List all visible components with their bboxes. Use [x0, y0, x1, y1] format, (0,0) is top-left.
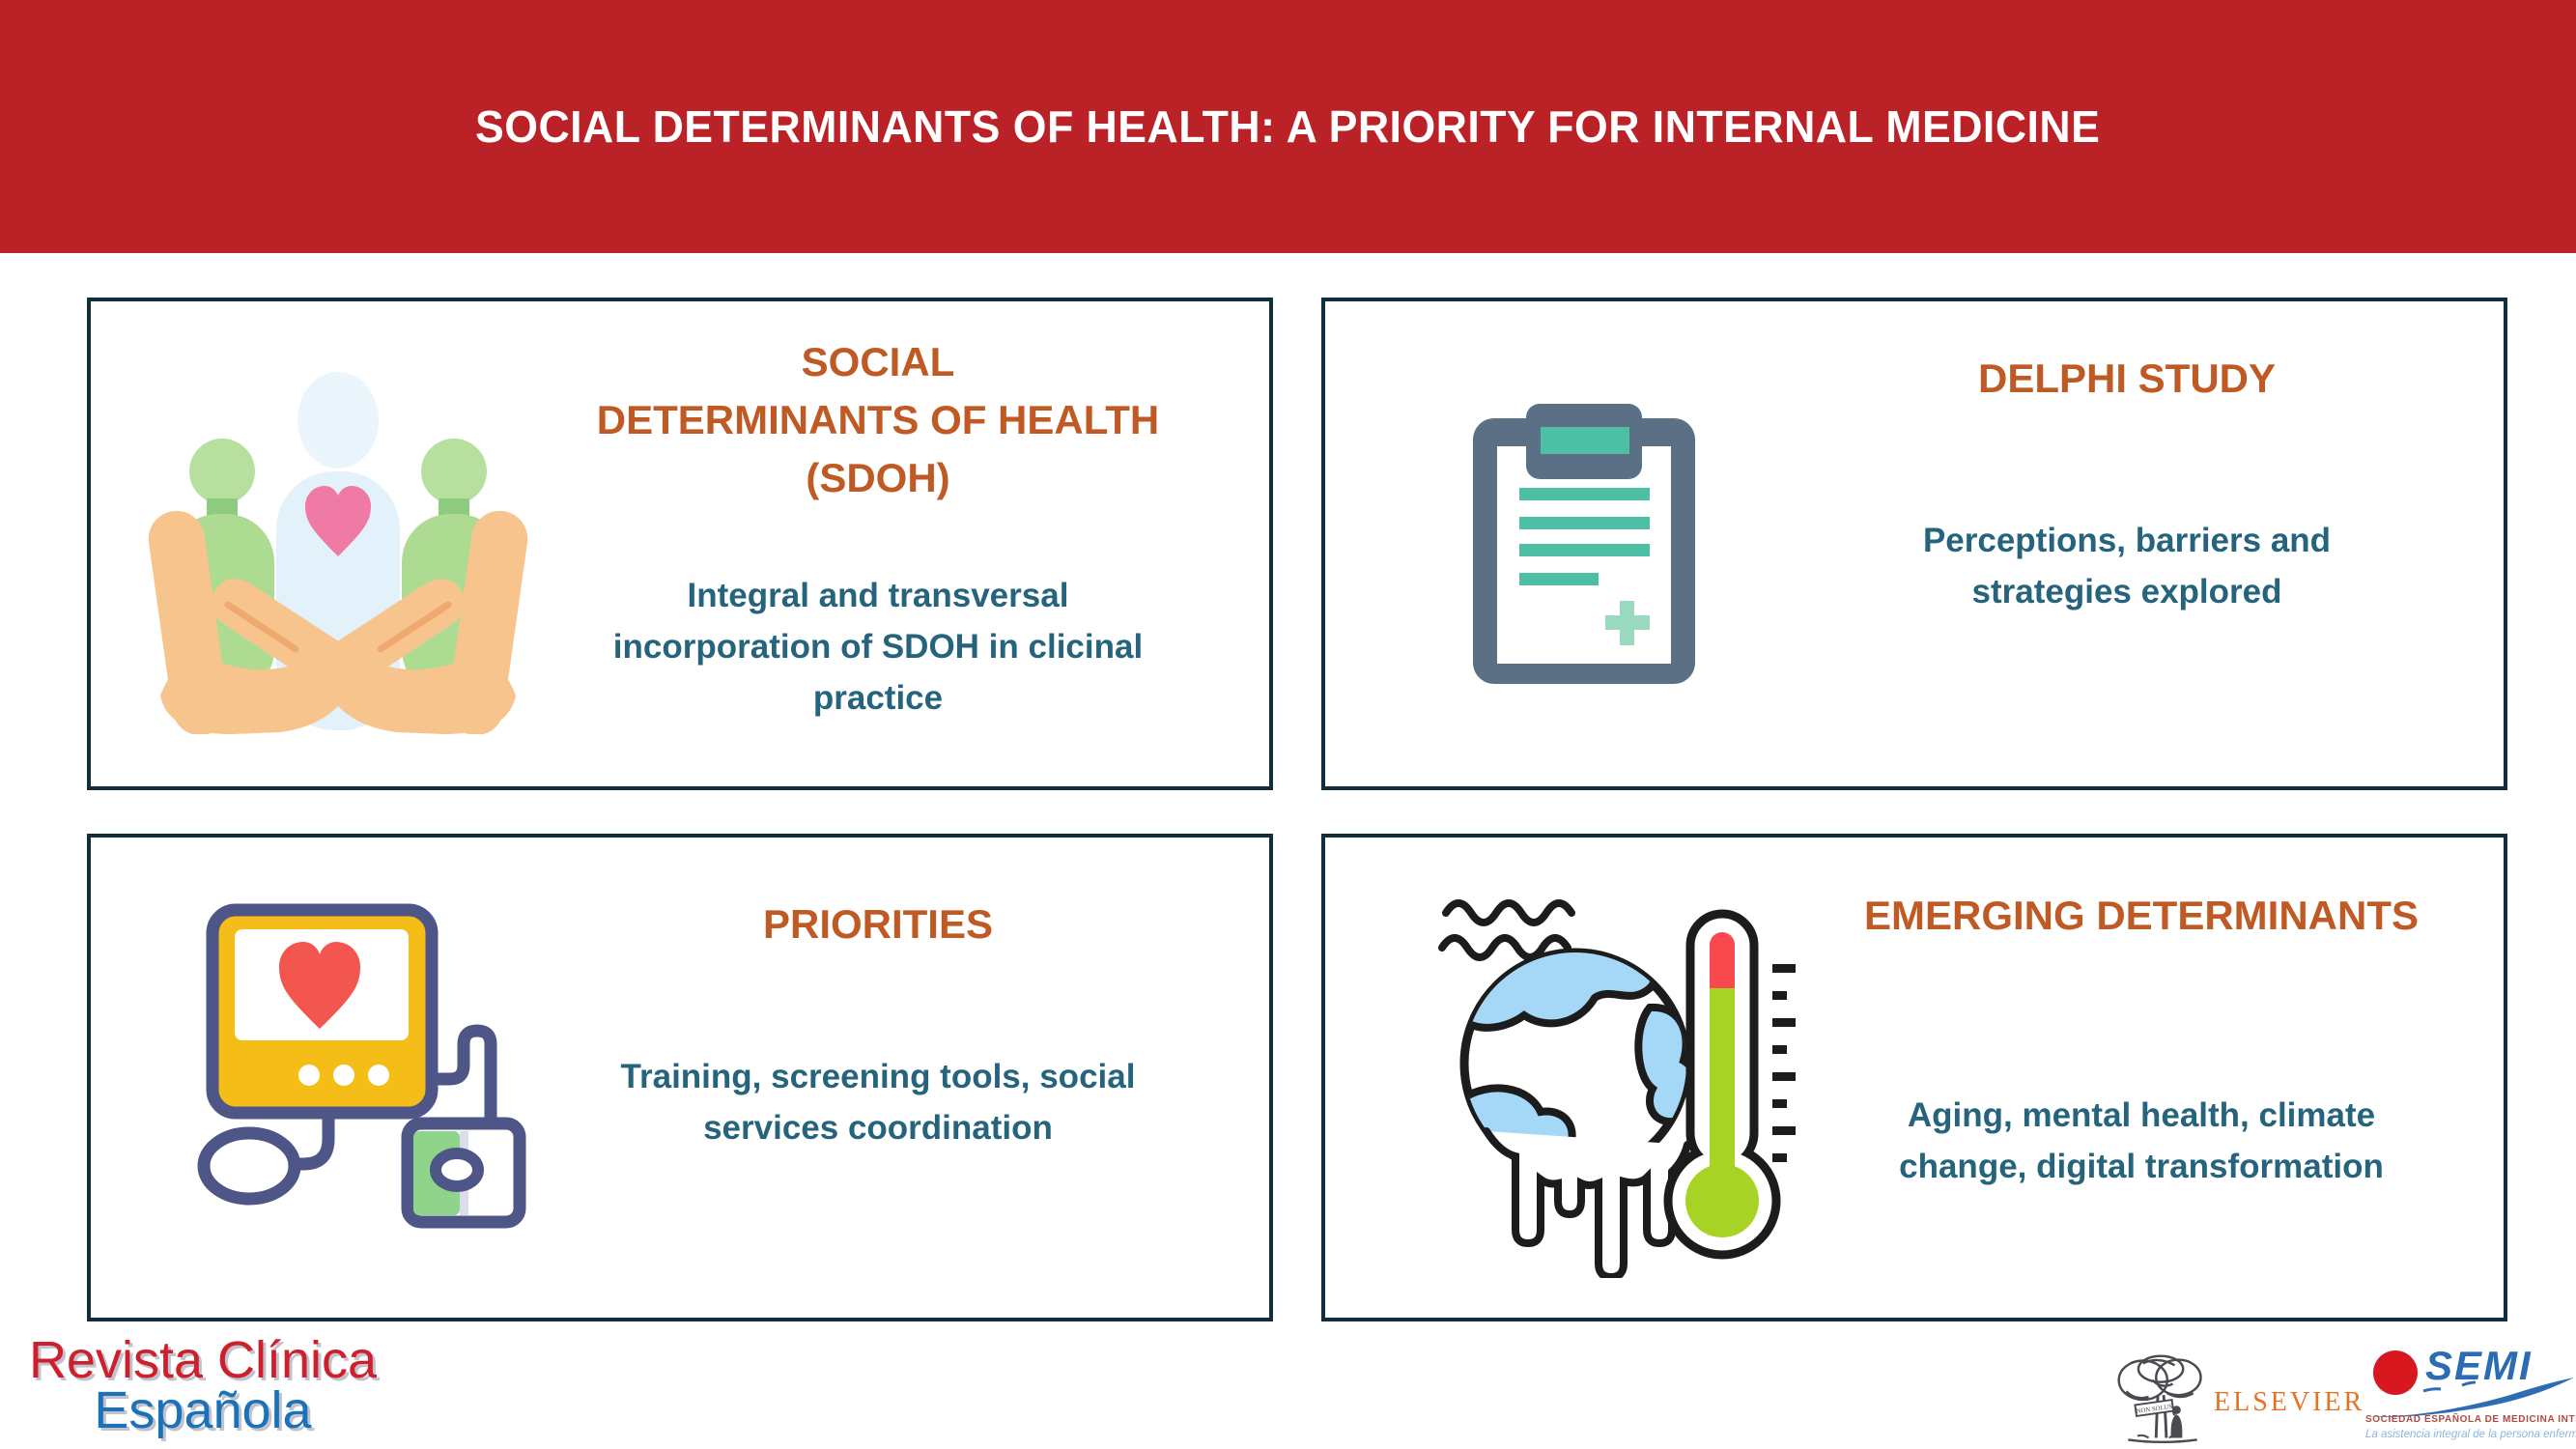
- elsevier-tree-icon: NON SOLUS: [2117, 1354, 2202, 1443]
- clipboard-icon: [1473, 404, 1695, 684]
- hands-holding-people-icon: [135, 367, 541, 736]
- card-title: PRIORITIES: [762, 901, 994, 947]
- semi-wordmark: SEMI: [2425, 1343, 2533, 1388]
- revista-clinica-espanola-logo: Revista Clínica Española: [10, 1331, 396, 1439]
- card-priorities-text: PRIORITIES Training, screening tools, so…: [550, 895, 1206, 1153]
- semi-logo: SEMI SOCIEDAD ESPAÑOLA DE MEDICINA INTER…: [2365, 1343, 2576, 1447]
- card-delphi-study: DELPHI STUDY Perceptions, barriers and s…: [1321, 298, 2507, 790]
- card-sdoh: SOCIAL DETERMINANTS OF HEALTH (SDOH) Int…: [87, 298, 1273, 790]
- elsevier-wordmark: ELSEVIER: [2214, 1387, 2365, 1417]
- page-title: SOCIAL DETERMINANTS OF HEALTH: A PRIORIT…: [475, 101, 2101, 152]
- semi-tagline: La asistencia integral de la persona enf…: [2365, 1429, 2576, 1440]
- semi-swoosh-icon: [2367, 1378, 2574, 1417]
- card-emerging-text: EMERGING DETERMINANTS Aging, mental heal…: [1813, 887, 2470, 1192]
- semi-society-name: SOCIEDAD ESPAÑOLA DE MEDICINA INTERNA: [2365, 1414, 2576, 1425]
- elsevier-logo: NON SOLUS ELSEVIER: [2111, 1350, 2363, 1447]
- journal-name-line1: Revista Clínica: [28, 1331, 378, 1389]
- card-emerging-determinants: EMERGING DETERMINANTS Aging, mental heal…: [1321, 834, 2507, 1321]
- card-title: EMERGING DETERMINANTS: [1863, 893, 2419, 938]
- melting-globe-thermometer-icon: [1432, 882, 1799, 1282]
- card-body: Training, screening tools, social servic…: [620, 1058, 1136, 1147]
- semi-red-circle-icon: [2373, 1350, 2418, 1395]
- card-title: SOCIAL DETERMINANTS OF HEALTH (SDOH): [596, 339, 1160, 500]
- card-body: Integral and transversal incorporation o…: [612, 577, 1144, 717]
- card-body: Perceptions, barriers and strategies exp…: [1922, 522, 2332, 611]
- card-body: Aging, mental health, climate change, di…: [1899, 1096, 2384, 1185]
- card-delphi-text: DELPHI STUDY Perceptions, barriers and s…: [1798, 350, 2455, 617]
- card-priorities: PRIORITIES Training, screening tools, so…: [87, 834, 1273, 1321]
- card-sdoh-text: SOCIAL DETERMINANTS OF HEALTH (SDOH) Int…: [550, 333, 1206, 724]
- title-banner: SOCIAL DETERMINANTS OF HEALTH: A PRIORIT…: [0, 0, 2576, 253]
- journal-name-line2: Española: [94, 1381, 312, 1439]
- health-monitor-icon: [164, 901, 618, 1230]
- card-title: DELPHI STUDY: [1977, 355, 2277, 401]
